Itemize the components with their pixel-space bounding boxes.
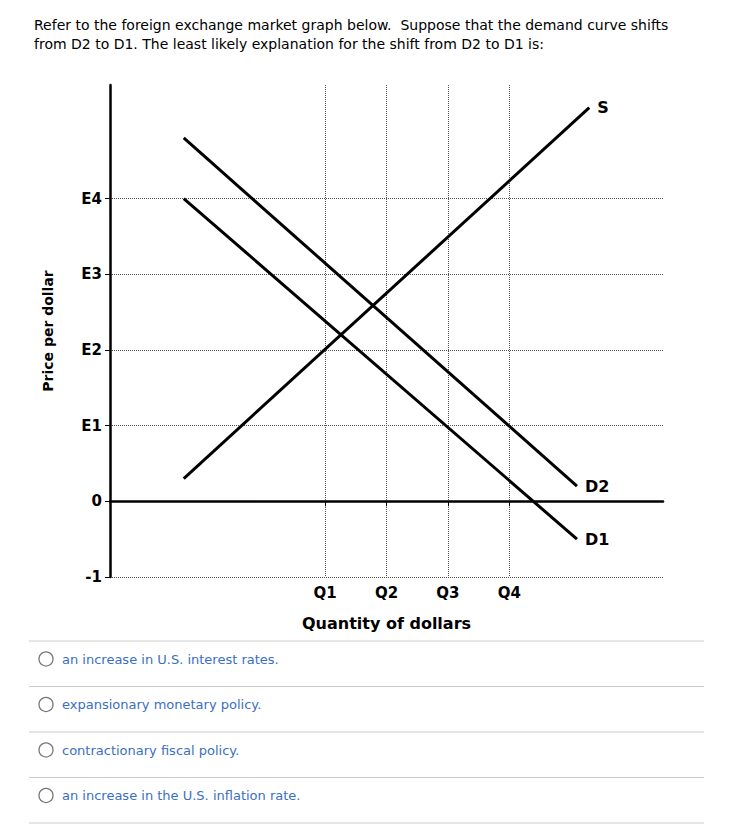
svg-text:D1: D1 bbox=[585, 530, 609, 549]
svg-text:S: S bbox=[597, 98, 609, 117]
svg-text:Price per dollar: Price per dollar bbox=[40, 270, 56, 392]
svg-text:expansionary monetary policy.: expansionary monetary policy. bbox=[62, 697, 261, 712]
svg-text:Q1: Q1 bbox=[313, 584, 336, 602]
svg-text:Q2: Q2 bbox=[375, 584, 398, 602]
svg-text:an increase in the U.S. inflat: an increase in the U.S. inflation rate. bbox=[62, 788, 300, 803]
svg-text:from D2 to D1. The least likel: from D2 to D1. The least likely explanat… bbox=[34, 36, 544, 52]
svg-text:E3: E3 bbox=[81, 265, 102, 283]
svg-text:an increase in U.S. interest r: an increase in U.S. interest rates. bbox=[62, 652, 279, 667]
svg-text:Q3: Q3 bbox=[436, 584, 459, 602]
svg-text:E1: E1 bbox=[81, 417, 102, 435]
svg-text:E4: E4 bbox=[81, 190, 102, 208]
svg-text:0: 0 bbox=[92, 492, 102, 510]
svg-text:contractionary fiscal policy.: contractionary fiscal policy. bbox=[62, 743, 239, 758]
svg-text:Quantity of dollars: Quantity of dollars bbox=[302, 614, 471, 633]
svg-text:D2: D2 bbox=[585, 477, 609, 496]
svg-text:-1: -1 bbox=[85, 568, 102, 586]
svg-text:E2: E2 bbox=[81, 341, 102, 359]
svg-text:Q4: Q4 bbox=[498, 584, 521, 602]
svg-text:Refer to the foreign exchange: Refer to the foreign exchange market gra… bbox=[34, 17, 673, 33]
